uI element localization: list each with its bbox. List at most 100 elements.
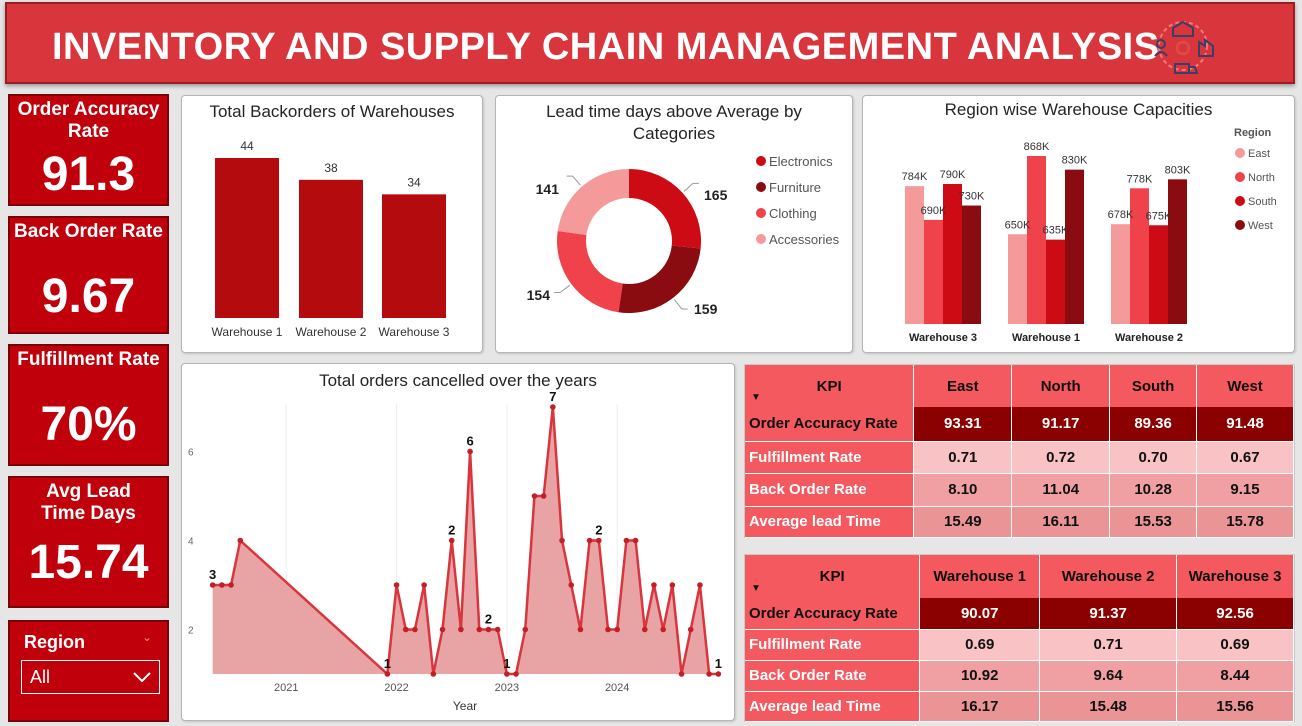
bar	[215, 158, 279, 318]
table-cell: 91.17	[1011, 407, 1111, 442]
legend-label: Furniture	[769, 180, 821, 195]
kpi-card-order-accuracy: Order Accuracy Rate 91.3	[8, 94, 169, 206]
region-slicer: Region ⌄ All	[8, 620, 169, 722]
table-row: Fulfillment Rate 0.71 0.72 0.70 0.67	[745, 441, 1294, 474]
data-point	[476, 626, 483, 633]
column-header[interactable]: KPI ▼	[745, 365, 915, 407]
data-point	[641, 626, 648, 633]
column-header[interactable]: KPI ▼	[745, 555, 921, 598]
region-kpi-table: KPI ▼ East North South West Order Accuracy Rat…	[744, 364, 1295, 538]
bar	[299, 179, 363, 318]
data-label: 830K	[1062, 155, 1088, 167]
donut-slice	[618, 245, 701, 313]
table-row: Order Accuracy Rate 90.07 91.37 92.56	[745, 598, 1294, 630]
data-point	[393, 582, 400, 588]
table-row: Back Order Rate 8.10 11.04 10.28 9.15	[745, 473, 1294, 507]
table-cell: 15.78	[1196, 506, 1294, 538]
chart-title: Lead time days above Average by Categori…	[546, 102, 802, 143]
table-cell: 92.56	[1176, 598, 1294, 630]
table-cell: 15.56	[1176, 691, 1294, 722]
bar	[924, 219, 943, 324]
table-header-row: KPI ▼ Warehouse 1 Warehouse 2 Warehouse 3	[745, 555, 1294, 598]
table-row: Average lead Time 15.49 16.11 15.53 15.78	[745, 506, 1294, 538]
kpi-label: Back Order Rate	[14, 221, 163, 242]
kpi-value: 91.3	[41, 148, 136, 201]
leader-line	[683, 182, 699, 192]
data-label: 154	[527, 287, 551, 303]
table-cell: 90.07	[919, 598, 1041, 630]
table-cell: 0.69	[1176, 629, 1294, 661]
table-row: Back Order Rate 10.92 9.64 8.44	[745, 660, 1294, 692]
data-label: 2	[485, 612, 492, 627]
column-header[interactable]: Warehouse 1	[919, 555, 1041, 598]
column-header[interactable]: West	[1196, 365, 1294, 407]
data-point	[439, 626, 446, 633]
sort-down-icon[interactable]: ▼	[751, 583, 761, 594]
table-cell: 91.37	[1039, 598, 1178, 630]
cancelled-chart: 2021 2022 2023 2024 2 4 6 Year 3 1 2 6 2 1 7 2 1	[188, 389, 722, 713]
data-label: 678K	[1108, 209, 1134, 221]
legend-marker	[1235, 196, 1245, 206]
table-cell: 0.69	[919, 629, 1041, 661]
warehouse-table: KPI ▼ Warehouse 1 Warehouse 2 Warehouse 3 Ord…	[745, 555, 1294, 722]
region-dropdown[interactable]: All	[21, 660, 160, 694]
sort-down-icon[interactable]: ▼	[751, 392, 761, 403]
donut-slice	[629, 169, 701, 249]
x-tick-label: 2024	[605, 682, 629, 694]
row-label: Order Accuracy Rate	[745, 407, 915, 442]
legend-label: West	[1248, 220, 1273, 232]
bar	[1027, 156, 1046, 324]
data-label: 635K	[1043, 225, 1069, 237]
x-tick-label: Warehouse 1	[212, 325, 283, 339]
bar	[943, 184, 962, 324]
legend-marker	[756, 156, 766, 166]
row-label: Average lead Time	[745, 506, 915, 538]
capacities-chart: 784K 690K 790K 730K Warehouse 3 650K 868K 635K 8…	[902, 127, 1277, 344]
data-point	[669, 582, 676, 588]
column-header[interactable]: East	[913, 365, 1013, 407]
table-cell: 91.48	[1196, 407, 1294, 442]
warehouse-logistics-icon	[1154, 20, 1214, 74]
data-label: 778K	[1127, 173, 1153, 185]
column-header[interactable]: South	[1109, 365, 1198, 407]
region-table: KPI ▼ East North South West Order Accuracy Rat…	[745, 365, 1294, 538]
x-tick-label: Warehouse 2	[1115, 332, 1183, 344]
table-cell: 15.49	[913, 506, 1013, 538]
kpi-label: Avg Lead Time Days	[41, 481, 136, 524]
dashboard-title: INVENTORY AND SUPPLY CHAIN MANAGEMENT AN…	[52, 26, 1160, 68]
table-cell: 8.10	[913, 473, 1013, 507]
leader-line	[673, 299, 688, 310]
row-label: Average lead Time	[745, 691, 921, 722]
legend-label: East	[1248, 148, 1270, 160]
donut-slice	[557, 169, 629, 236]
data-point	[209, 582, 216, 588]
legend-marker	[1235, 148, 1245, 158]
kpi-label: Fulfillment Rate	[17, 349, 160, 370]
data-point	[623, 537, 630, 544]
header-banner: INVENTORY AND SUPPLY CHAIN MANAGEMENT AN…	[5, 2, 1295, 84]
table-cell: 8.44	[1176, 660, 1294, 692]
table-header-row: KPI ▼ East North South West	[745, 365, 1294, 407]
data-point	[412, 626, 418, 633]
data-label: 2	[448, 523, 455, 538]
x-tick-label: Warehouse 3	[379, 325, 450, 339]
data-label: 690K	[921, 205, 947, 217]
data-label: 3	[209, 567, 216, 582]
column-header[interactable]: Warehouse 2	[1039, 555, 1178, 598]
bar	[962, 205, 981, 324]
data-point	[228, 582, 234, 588]
column-header[interactable]: Warehouse 3	[1176, 555, 1294, 598]
data-point	[219, 582, 225, 588]
slicer-collapse-icon[interactable]: ⌄	[142, 630, 153, 644]
x-tick-label: 2022	[384, 682, 408, 694]
x-tick-label: Warehouse 2	[296, 325, 367, 339]
y-tick-label: 6	[188, 448, 194, 459]
table-cell: 0.72	[1011, 441, 1111, 474]
column-header[interactable]: North	[1011, 365, 1111, 407]
leadtime-chart: 165 Electronics 159 Furniture 154 Clothing 141…	[527, 154, 840, 317]
leader-line	[554, 284, 571, 293]
data-point	[504, 671, 510, 677]
legend-label: Electronics	[769, 154, 833, 169]
row-label: Back Order Rate	[745, 473, 915, 507]
data-point	[614, 626, 620, 633]
